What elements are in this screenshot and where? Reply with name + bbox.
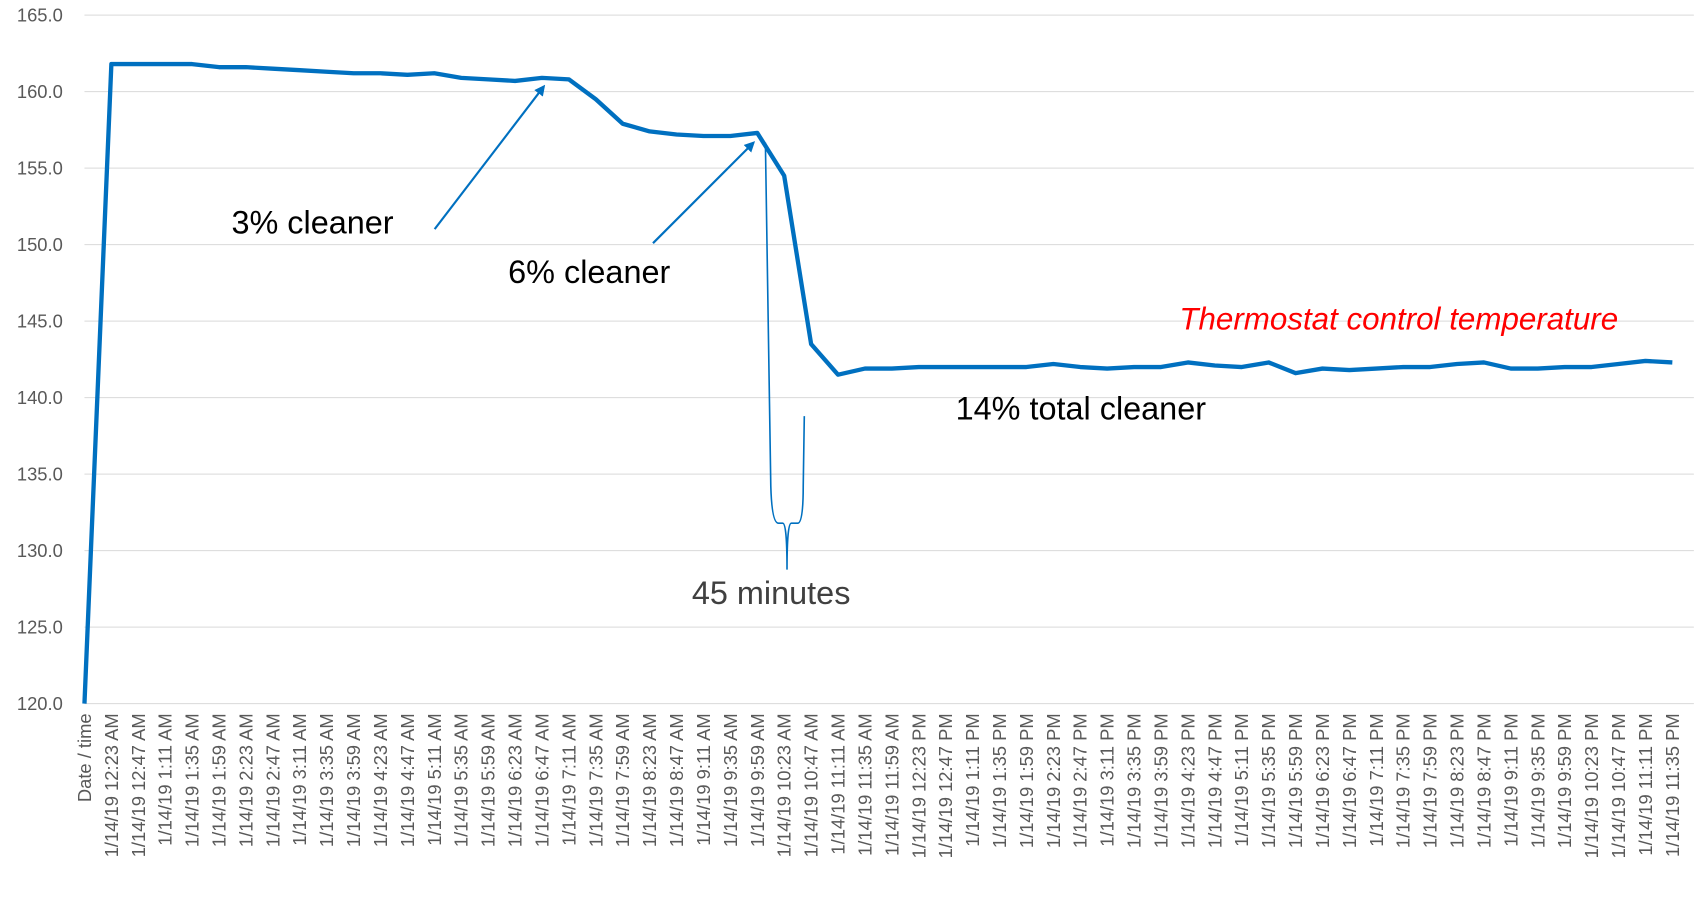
annotation: Thermostat control temperature bbox=[1179, 302, 1618, 337]
x-tick-label: 1/14/19 2:23 AM bbox=[235, 713, 256, 847]
x-tick-label: 1/14/19 1:59 AM bbox=[209, 713, 230, 847]
x-tick-label: 1/14/19 10:23 PM bbox=[1581, 713, 1602, 858]
x-tick-label: 1/14/19 5:11 AM bbox=[424, 713, 445, 845]
x-tick-label: 1/14/19 7:59 PM bbox=[1420, 713, 1441, 848]
y-tick-label: 120.0 bbox=[17, 693, 63, 714]
x-tick-label: 1/14/19 5:35 PM bbox=[1258, 713, 1279, 848]
y-tick-label: 125.0 bbox=[17, 617, 63, 638]
y-tick-label: 145.0 bbox=[17, 311, 63, 332]
x-tick-label: 1/14/19 7:59 AM bbox=[612, 713, 633, 847]
x-tick-label: 1/14/19 11:11 AM bbox=[828, 713, 849, 854]
y-tick-label: 130.0 bbox=[17, 540, 63, 561]
x-tick-label: 1/14/19 2:47 PM bbox=[1070, 713, 1091, 848]
x-tick-label: 1/14/19 5:59 PM bbox=[1285, 713, 1306, 848]
x-tick-label: 1/14/19 5:35 AM bbox=[451, 713, 472, 847]
x-tick-label: 1/14/19 11:35 PM bbox=[1662, 713, 1683, 857]
x-tick-label: 1/14/19 3:35 PM bbox=[1124, 713, 1145, 848]
x-tick-label: 1/14/19 6:23 AM bbox=[505, 713, 526, 847]
x-tick-label: 1/14/19 1:59 PM bbox=[1016, 713, 1037, 848]
x-tick-label: 1/14/19 12:47 PM bbox=[935, 713, 956, 858]
x-tick-label: 1/14/19 4:47 PM bbox=[1204, 713, 1225, 848]
x-tick-label: 1/14/19 9:11 AM bbox=[693, 713, 714, 845]
x-tick-label: 1/14/19 3:11 AM bbox=[289, 713, 310, 845]
x-tick-label: 1/14/19 1:35 AM bbox=[182, 713, 203, 847]
x-tick-label: 1/14/19 2:47 AM bbox=[262, 713, 283, 847]
x-tick-label: 1/14/19 10:47 AM bbox=[801, 713, 822, 857]
x-tick-label: 1/14/19 7:35 AM bbox=[585, 713, 606, 847]
x-tick-label: 1/14/19 7:11 AM bbox=[558, 713, 579, 845]
x-tick-label: 1/14/19 8:47 PM bbox=[1473, 713, 1494, 848]
x-tick-label: Date / time bbox=[74, 713, 95, 802]
x-tick-label: 1/14/19 12:47 AM bbox=[128, 713, 149, 857]
line-series bbox=[82, 61, 1673, 704]
y-tick-label: 140.0 bbox=[17, 387, 63, 408]
x-tick-label: 1/14/19 1:35 PM bbox=[989, 713, 1010, 848]
duration-brace bbox=[764, 142, 806, 570]
x-tick-label: 1/14/19 7:35 PM bbox=[1393, 713, 1414, 848]
x-tick-label: 1/14/19 5:59 AM bbox=[478, 713, 499, 847]
x-tick-label: 1/14/19 6:23 PM bbox=[1312, 713, 1333, 848]
x-tick-label: 1/14/19 11:59 AM bbox=[881, 713, 902, 856]
y-tick-label: 160.0 bbox=[17, 81, 63, 102]
x-tick-label: 1/14/19 10:23 AM bbox=[774, 713, 795, 857]
y-tick-label: 165.0 bbox=[17, 5, 63, 26]
x-tick-label: 1/14/19 4:47 AM bbox=[397, 713, 418, 847]
grid bbox=[84, 14, 1694, 705]
plot bbox=[82, 61, 1673, 704]
x-tick-label: 1/14/19 9:59 AM bbox=[747, 713, 768, 847]
y-tick-label: 135.0 bbox=[17, 464, 63, 485]
x-tick-label: 1/14/19 4:23 PM bbox=[1177, 713, 1198, 848]
annotation: 6% cleaner bbox=[508, 254, 670, 290]
x-tick-label: 1/14/19 9:11 PM bbox=[1500, 713, 1521, 846]
arrow bbox=[433, 84, 546, 230]
x-tick-label: 1/14/19 3:59 AM bbox=[343, 713, 364, 847]
x-tick-label: 1/14/19 5:11 PM bbox=[1231, 713, 1252, 846]
x-tick-label: 1/14/19 12:23 AM bbox=[101, 713, 122, 857]
annotation: 14% total cleaner bbox=[956, 390, 1207, 426]
x-tick-label: 1/14/19 10:47 PM bbox=[1608, 713, 1629, 858]
x-tick-label: 1/14/19 9:59 PM bbox=[1554, 713, 1575, 848]
x-tick-label: 1/14/19 9:35 AM bbox=[720, 713, 741, 847]
x-tick-label: 1/14/19 8:47 AM bbox=[666, 713, 687, 847]
x-tick-label: 1/14/19 6:47 AM bbox=[531, 713, 552, 847]
arrow bbox=[652, 141, 756, 244]
x-tick-label: 1/14/19 1:11 AM bbox=[155, 713, 176, 845]
annotation: 3% cleaner bbox=[231, 204, 393, 240]
x-tick-label: 1/14/19 7:11 PM bbox=[1366, 713, 1387, 846]
x-tick-label: 1/14/19 3:11 PM bbox=[1097, 713, 1118, 846]
x-tick-label: 1/14/19 2:23 PM bbox=[1043, 713, 1064, 848]
y-tick-label: 150.0 bbox=[17, 234, 63, 255]
x-tick-label: 1/14/19 4:23 AM bbox=[370, 713, 391, 847]
x-tick-label: 1/14/19 1:11 PM bbox=[962, 713, 983, 846]
x-tick-label: 1/14/19 8:23 AM bbox=[639, 713, 660, 847]
x-tick-label: 1/14/19 8:23 PM bbox=[1447, 713, 1468, 848]
x-tick-label: 1/14/19 3:35 AM bbox=[316, 713, 337, 847]
x-tick-label: 1/14/19 12:23 PM bbox=[908, 713, 929, 858]
x-tick-label: 1/14/19 11:35 AM bbox=[854, 713, 875, 856]
annotation: 45 minutes bbox=[692, 575, 851, 611]
x-tick-label: 1/14/19 6:47 PM bbox=[1339, 713, 1360, 848]
x-tick-label: 1/14/19 11:11 PM bbox=[1635, 713, 1656, 855]
x-tick-label: 1/14/19 3:59 PM bbox=[1150, 713, 1171, 848]
x-tick-label: 1/14/19 9:35 PM bbox=[1527, 713, 1548, 848]
y-tick-label: 155.0 bbox=[17, 158, 63, 179]
